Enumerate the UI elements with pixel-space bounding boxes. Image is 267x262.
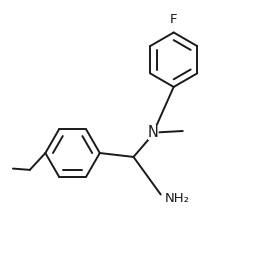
Text: N: N [147,125,158,140]
Text: F: F [170,13,178,26]
Text: NH₂: NH₂ [165,192,190,205]
